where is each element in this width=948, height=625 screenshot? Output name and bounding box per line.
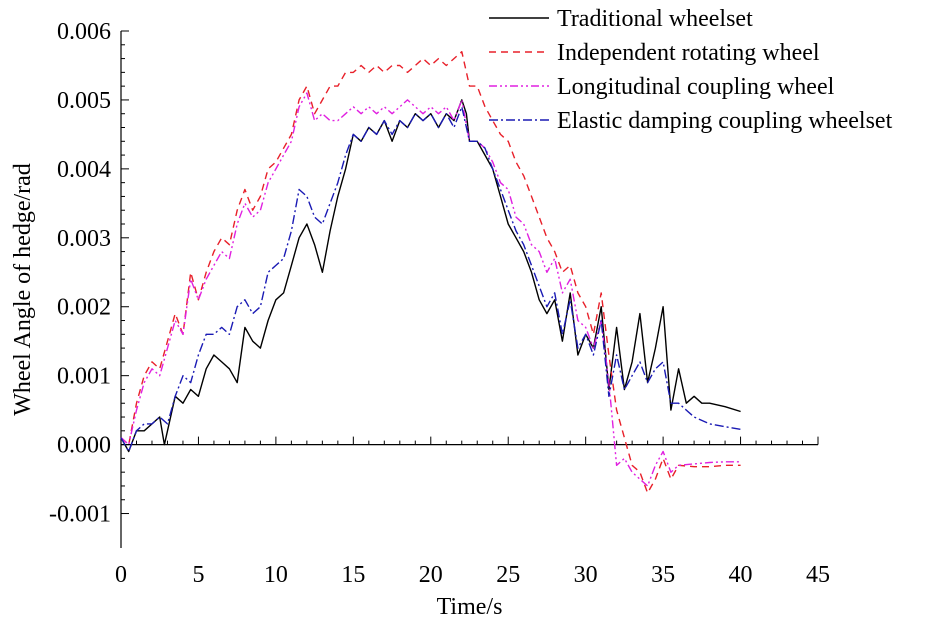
x-tick-label: 30 (574, 562, 598, 588)
x-tick-label: 20 (419, 562, 443, 588)
y-tick-label: 0.001 (57, 364, 111, 390)
legend-label: Elastic damping coupling wheelset (557, 108, 893, 134)
x-tick-label: 45 (806, 562, 830, 588)
y-axis-title: Wheel Angle of hedge/rad (10, 163, 36, 416)
y-tick-label: 0.003 (57, 226, 111, 252)
x-axis-title: Time/s (437, 594, 503, 620)
y-tick-label: 0.002 (57, 295, 111, 321)
series-line-2 (120, 51, 741, 494)
series-line-3 (120, 92, 741, 487)
x-tick-label: 35 (651, 562, 675, 588)
y-tick-label: 0.005 (57, 88, 111, 114)
legend: Traditional wheelset Independent rotating… (489, 6, 893, 134)
y-tick-label: 0.004 (57, 157, 111, 183)
series-layer (120, 51, 741, 494)
legend-label: Traditional wheelset (557, 6, 753, 32)
series-line-4 (120, 106, 741, 453)
legend-label: Longitudinal coupling wheel (557, 74, 835, 100)
x-tick-label: 5 (192, 562, 204, 588)
legend-label: Independent rotating wheel (557, 40, 820, 66)
y-tick-label: 0.006 (57, 19, 111, 45)
series-line-1 (120, 99, 741, 453)
x-tick-label: 15 (341, 562, 365, 588)
y-tick-label: -0.001 (49, 502, 111, 528)
x-tick-label: 0 (115, 562, 127, 588)
x-tick-label: 25 (496, 562, 520, 588)
y-tick-label: 0.000 (57, 433, 111, 459)
x-tick-label: 10 (264, 562, 288, 588)
axes: -0.001 0.000 0.001 0.002 0.003 0.004 0.005 0.00… (49, 19, 830, 588)
x-tick-label: 40 (729, 562, 753, 588)
